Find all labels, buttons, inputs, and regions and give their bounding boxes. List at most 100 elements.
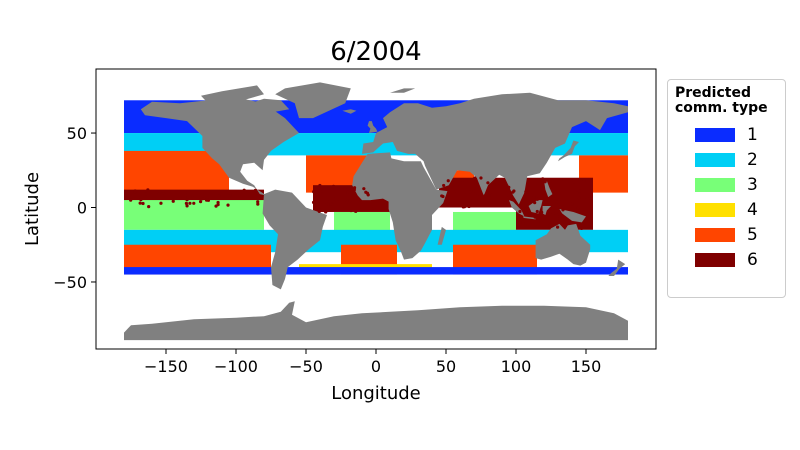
legend-label: 3 bbox=[747, 174, 758, 195]
type-6-point bbox=[559, 177, 563, 182]
type-6-point bbox=[312, 190, 316, 194]
y-axis-ticks: 50 0 −50 bbox=[53, 124, 96, 292]
legend-swatch bbox=[695, 152, 735, 167]
type-6-point bbox=[200, 197, 205, 201]
type-6-point bbox=[489, 200, 493, 205]
type-6-point bbox=[372, 206, 376, 210]
type-6-point bbox=[442, 183, 446, 188]
type-6-point bbox=[468, 190, 472, 194]
type-6-point bbox=[518, 209, 522, 214]
type-6-point bbox=[133, 189, 137, 193]
type-6-point bbox=[216, 200, 220, 205]
type-6-point bbox=[345, 200, 349, 204]
type-6-point bbox=[486, 181, 490, 185]
legend-entry: 4 bbox=[675, 197, 777, 222]
type-6-point bbox=[362, 187, 366, 191]
zone-type-5 bbox=[124, 150, 229, 193]
type-6-point bbox=[380, 203, 384, 207]
type-6-point bbox=[327, 199, 332, 204]
type-6-point bbox=[206, 198, 211, 202]
legend-entry: 3 bbox=[675, 172, 777, 197]
legend-title-line: comm. type bbox=[675, 100, 768, 116]
community-6-points bbox=[129, 176, 592, 230]
type-6-point bbox=[483, 194, 487, 198]
type-6-point bbox=[572, 180, 576, 184]
x-tick-label: 150 bbox=[571, 357, 602, 376]
type-6-point bbox=[256, 200, 260, 204]
type-6-point bbox=[505, 193, 509, 197]
type-6-point bbox=[521, 217, 525, 221]
type-6-point bbox=[585, 195, 589, 200]
type-6-point bbox=[359, 208, 363, 212]
type-6-point bbox=[474, 198, 478, 202]
type-6-point bbox=[521, 220, 525, 225]
x-tick-label: −100 bbox=[214, 357, 258, 376]
type-6-point bbox=[475, 184, 479, 189]
type-6-point bbox=[455, 183, 459, 188]
legend-entry: 1 bbox=[675, 122, 777, 147]
type-6-point bbox=[318, 183, 322, 188]
type-6-point bbox=[555, 200, 559, 204]
x-axis-label: Longitude bbox=[331, 383, 421, 404]
svalbard-land bbox=[390, 88, 416, 93]
type-6-point bbox=[349, 208, 353, 213]
x-tick-label: −150 bbox=[144, 357, 188, 376]
legend-label: 1 bbox=[747, 124, 758, 145]
type-6-point bbox=[147, 205, 151, 209]
type-6-point bbox=[227, 194, 231, 198]
type-6-point bbox=[192, 201, 196, 205]
type-6-point bbox=[198, 200, 203, 204]
type-6-point bbox=[337, 185, 341, 189]
antarctica-land bbox=[124, 301, 628, 341]
type-6-point bbox=[540, 210, 544, 214]
type-6-point bbox=[311, 200, 316, 204]
legend-swatch bbox=[695, 177, 735, 192]
type-6-point bbox=[551, 212, 555, 216]
type-6-point bbox=[532, 195, 536, 199]
type-6-point bbox=[143, 192, 148, 196]
iceland-land bbox=[342, 109, 357, 114]
legend-label: 4 bbox=[747, 199, 758, 220]
legend-entry: 5 bbox=[675, 222, 777, 247]
legend-title-line: Predicted bbox=[675, 85, 751, 101]
type-6-point bbox=[331, 184, 336, 188]
x-axis-ticks: −150 −100 −50 0 50 100 150 bbox=[144, 349, 601, 376]
type-6-point bbox=[146, 188, 150, 192]
type-6-point bbox=[541, 177, 545, 181]
type-6-point bbox=[252, 190, 256, 194]
type-6-point bbox=[523, 207, 528, 212]
type-6-point bbox=[471, 203, 475, 207]
type-6-point bbox=[324, 210, 328, 214]
new-zealand-land bbox=[608, 259, 626, 276]
type-6-point bbox=[498, 178, 502, 182]
type-6-point bbox=[155, 190, 160, 194]
zone-type-1 bbox=[124, 267, 628, 275]
type-6-point bbox=[543, 180, 547, 184]
type-6-point bbox=[242, 188, 246, 192]
madagascar-land bbox=[437, 226, 446, 245]
type-6-point bbox=[316, 200, 320, 205]
type-6-point bbox=[472, 189, 476, 193]
type-6-point bbox=[332, 200, 336, 204]
type-6-point bbox=[354, 209, 358, 213]
type-6-point bbox=[226, 203, 230, 207]
type-6-point bbox=[549, 183, 553, 187]
type-6-point bbox=[356, 197, 360, 202]
type-6-point bbox=[346, 190, 350, 194]
legend-title: Predicted comm. type bbox=[675, 86, 777, 116]
type-6-point bbox=[139, 197, 143, 202]
type-6-point bbox=[183, 190, 188, 195]
type-6-point bbox=[463, 193, 468, 197]
legend-swatch bbox=[695, 227, 735, 242]
australia-land bbox=[535, 223, 591, 266]
x-tick-label: −50 bbox=[289, 357, 323, 376]
legend-swatch bbox=[695, 202, 735, 217]
type-6-point bbox=[535, 209, 539, 214]
type-6-point bbox=[451, 186, 455, 190]
type-6-point bbox=[440, 194, 444, 198]
eurasia-land bbox=[362, 92, 628, 205]
type-6-point bbox=[321, 189, 325, 193]
type-6-point bbox=[181, 196, 185, 200]
type-6-point bbox=[487, 194, 491, 198]
